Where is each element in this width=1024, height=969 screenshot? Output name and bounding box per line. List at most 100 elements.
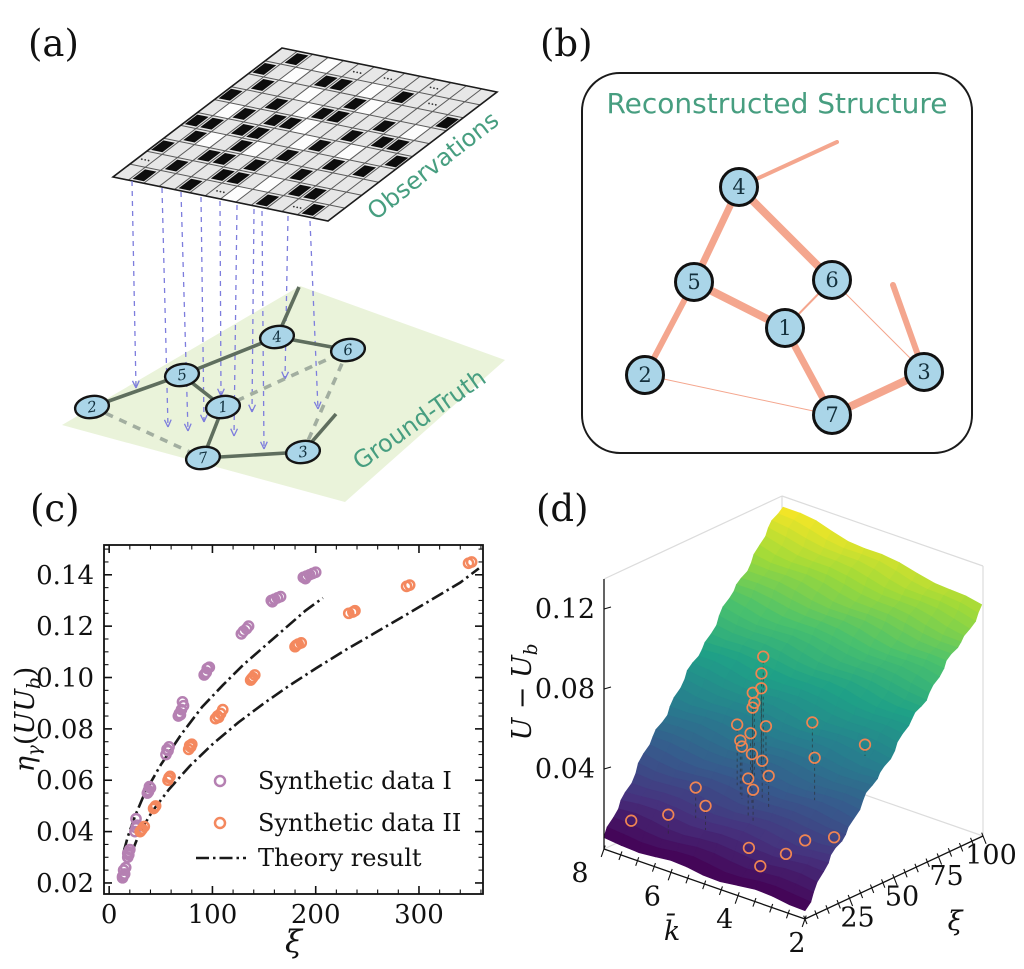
scatter-point-3d — [662, 808, 675, 821]
grid-cell — [337, 111, 370, 128]
scatter-point-3d — [779, 847, 793, 861]
grid-cell-dots — [428, 102, 430, 105]
grid-line — [281, 82, 452, 212]
tick-mark — [651, 862, 656, 872]
grid-cell — [231, 73, 264, 90]
grid-cell — [398, 124, 431, 141]
grid-cell-filled — [263, 114, 287, 127]
grid-cell — [177, 144, 210, 161]
grid-cell — [245, 92, 278, 110]
grid-cell — [447, 101, 481, 118]
grid-cell — [414, 127, 447, 144]
grid-line — [189, 63, 360, 194]
gt-node-circle — [184, 445, 222, 471]
gt-node: 4 — [258, 324, 296, 350]
gt-node: 2 — [73, 394, 111, 420]
grid-cell-filled — [210, 168, 235, 181]
gt-node-circle — [73, 394, 111, 420]
tick-mark — [858, 889, 864, 899]
grid-cell-dots — [436, 87, 439, 90]
tick-mark — [892, 873, 898, 886]
grid-cell — [387, 73, 421, 90]
scatter-point-3d — [827, 831, 841, 844]
observations-grid — [111, 47, 499, 222]
gt-edge-dashed — [301, 349, 350, 453]
grid-cell-filled — [252, 62, 277, 75]
recon-edge — [831, 279, 925, 373]
grid-cell-filled — [197, 149, 221, 162]
scatter-point-3d — [806, 716, 819, 729]
d-xi-axis-title: ξ — [948, 906, 964, 937]
grid-cell-dots — [383, 77, 386, 79]
grid-cell-filled — [178, 178, 203, 191]
panel-label-d: (d) — [536, 487, 589, 530]
projection-arrowhead — [203, 414, 208, 423]
gt-node-label: 3 — [297, 442, 309, 461]
grid-cell-dots — [390, 78, 393, 81]
data-point — [130, 812, 142, 825]
grid-cell — [191, 163, 224, 180]
grid-cell — [300, 169, 333, 186]
tick-mark — [958, 842, 964, 852]
tick-mark — [936, 853, 943, 865]
grid-cell-dots — [386, 77, 389, 80]
grid-cell — [323, 92, 356, 109]
grid-cell — [212, 102, 246, 119]
grid-line — [312, 88, 482, 219]
data-point — [299, 572, 312, 585]
tick-mark — [600, 845, 606, 858]
scatter-point-3d — [757, 650, 770, 663]
grid-cell — [252, 176, 286, 193]
recon-node-label: 6 — [825, 268, 838, 292]
gt-node-circle — [329, 337, 367, 363]
scatter-point-3d — [745, 747, 759, 761]
grid-cell — [312, 204, 345, 221]
grid-cell — [254, 160, 287, 177]
data-point — [349, 604, 361, 617]
grid-cell-filled — [230, 124, 255, 136]
grid-line — [128, 50, 298, 181]
scatter-point-3d — [746, 783, 760, 796]
gt-node: 1 — [204, 394, 242, 420]
scatter-point-3d — [756, 754, 769, 767]
grid-cell-dots — [434, 103, 437, 106]
grid-cell-filled — [264, 98, 289, 111]
gt-node-circle — [204, 394, 242, 420]
grid-cell — [403, 76, 436, 93]
grid-cell — [371, 86, 404, 103]
recon-node-label: 4 — [732, 175, 745, 199]
grid-cell — [143, 170, 176, 187]
grid-cell — [434, 82, 467, 99]
xi-tick-label: 100 — [965, 840, 1017, 871]
scatter-point-3d — [625, 814, 638, 827]
gt-node: 7 — [184, 445, 222, 471]
grid-cell — [291, 102, 324, 119]
y-tick-label: 0.10 — [36, 664, 94, 694]
grid-cell — [194, 131, 227, 148]
grid-cell-filled — [150, 140, 175, 153]
panel-label-c: (c) — [30, 487, 80, 530]
grid-cell-filled — [339, 129, 364, 142]
grid-cell — [355, 82, 388, 99]
grid-cell-filled — [301, 203, 326, 216]
grid-cell — [255, 144, 289, 161]
tick-mark — [785, 909, 790, 919]
grid-cell — [159, 173, 192, 190]
grid-cell — [286, 150, 319, 167]
grid-cell — [288, 134, 321, 151]
grid-cell — [340, 79, 373, 96]
grid-cell — [372, 70, 405, 87]
grid-cell — [278, 67, 312, 84]
grid-cell — [235, 189, 269, 206]
theory-curve — [122, 596, 324, 853]
grid-cell — [223, 154, 256, 171]
grid-cell — [432, 98, 465, 115]
scatter-point-3d — [742, 841, 756, 855]
tick-mark — [635, 857, 640, 866]
data-point — [143, 780, 156, 793]
grid-cell — [277, 83, 310, 100]
grid-cell — [354, 98, 387, 115]
grid-cell-dots — [296, 206, 299, 209]
